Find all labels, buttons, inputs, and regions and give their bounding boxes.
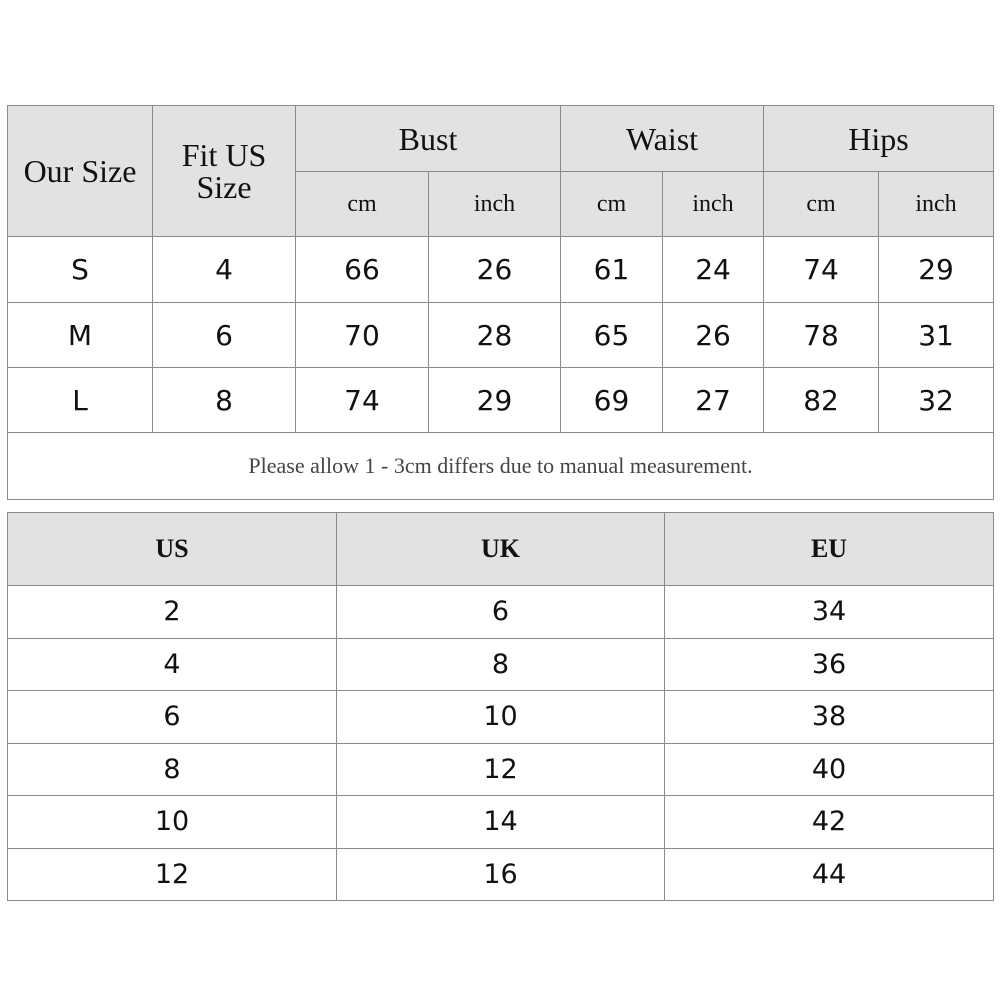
table-cell: 8 [7,742,337,796]
header-unit-cm: cm [763,171,880,237]
table-cell: 78 [763,302,880,368]
table-row: 2 6 34 [7,585,994,639]
table-cell: 10 [7,795,337,849]
table-cell: 8 [336,637,665,691]
table-cell: 29 [428,367,561,433]
table-cell: 28 [428,302,561,368]
table-cell: 31 [878,302,995,368]
table-row: 12 16 44 [7,847,994,901]
table-cell: 2 [7,585,337,639]
table-row: M 6 70 28 65 26 78 31 [7,302,995,368]
table-cell: 4 [7,637,337,691]
header-uk: UK [336,512,665,586]
header-unit-inch: inch [878,171,995,237]
table-cell: 38 [664,690,994,744]
table-cell: 4 [152,236,296,303]
table-cell: 44 [664,847,994,901]
measurement-table: Our Size Fit US Size Bust Waist Hips cm in… [6,105,995,500]
table-cell: 26 [661,302,765,368]
table-row: 4 8 36 [7,637,994,691]
header-eu: EU [664,512,994,586]
header-unit-cm: cm [560,171,663,237]
table-cell: 26 [428,236,561,303]
table-cell: 8 [152,367,296,433]
table-cell: 65 [560,302,663,368]
table-cell: L [7,367,153,433]
table-cell: 40 [664,742,994,796]
table-row: L 8 74 29 69 27 82 32 [7,367,995,433]
table-cell: 74 [295,367,429,433]
header-us: US [7,512,337,586]
table-cell: 6 [336,585,665,639]
table-cell: 61 [560,236,663,303]
table-cell: 82 [763,367,880,433]
header-fit-us-size: Fit US Size [152,105,296,237]
table-cell: 6 [7,690,337,744]
table-cell: 66 [295,236,429,303]
table-cell: 6 [152,302,296,368]
table-cell: 14 [336,795,665,849]
header-unit-cm: cm [295,171,429,237]
header-waist: Waist [559,105,765,172]
header-unit-inch: inch [661,171,765,237]
table-cell: 12 [336,742,665,796]
header-hips: Hips [763,105,995,172]
table-cell: 27 [661,367,765,433]
header-unit-inch: inch [428,171,561,237]
table-cell: 34 [664,585,994,639]
table-cell: 74 [763,236,880,303]
table-cell: 29 [878,236,995,303]
header-fit-us-line2: Size [196,169,252,205]
table-row: 6 10 38 [7,690,994,744]
table-row: 8 12 40 [7,742,994,796]
table-row: 10 14 42 [7,795,994,849]
table-cell: M [7,302,153,368]
header-bust: Bust [295,105,561,172]
table-cell: 12 [7,847,337,901]
table-cell: 10 [336,690,665,744]
table-cell: 36 [664,637,994,691]
table-cell: 24 [661,236,765,303]
table-cell: 16 [336,847,665,901]
table-cell: 70 [295,302,429,368]
size-conversion-table: US UK EU 2 6 34 4 8 36 6 10 38 8 12 40 10 14 42 12 16 44 [7,512,994,901]
table-cell: S [7,236,153,303]
measurement-note: Please allow 1 - 3cm differs due to manu… [6,432,995,500]
table-cell: 42 [664,795,994,849]
table-cell: 32 [878,367,995,433]
table-cell: 69 [560,367,663,433]
header-our-size: Our Size [7,105,153,237]
header-fit-us-line1: Fit US [181,137,267,173]
table-row: S 4 66 26 61 24 74 29 [7,236,995,303]
